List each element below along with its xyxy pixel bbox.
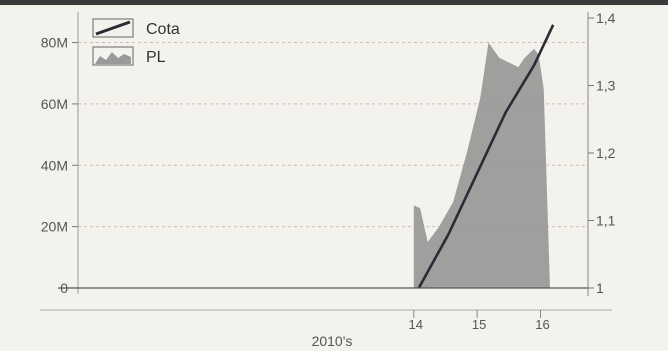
series-cota-line-group (417, 24, 555, 289)
x-tick-label-16: 16 (535, 317, 549, 332)
y-left-tick-label: 60M (41, 96, 68, 112)
y-left-tick-label: 40M (41, 157, 68, 173)
y-right-tick-label: 1,1 (596, 213, 616, 229)
x-tick-label-14: 14 (409, 317, 423, 332)
x-tick-label-15: 15 (472, 317, 486, 332)
x-group-label: 2010's (312, 333, 353, 349)
legend-swatch-pl-area (95, 52, 131, 64)
legend-label-cota: Cota (146, 21, 180, 38)
y-right-tick-label: 1,4 (596, 10, 616, 26)
series-cota-line (417, 24, 555, 289)
legend-swatch-cota-line (95, 20, 131, 36)
y-right-tick-label: 1,2 (596, 145, 616, 161)
gridlines (78, 42, 588, 228)
y-right-tick-label: 1,3 (596, 78, 616, 94)
y-right-tick-label: 1 (596, 280, 604, 296)
top-border (0, 0, 668, 5)
legend-label-pl: PL (146, 49, 166, 66)
legend: Cota PL (92, 18, 180, 66)
y-left-tick-label: 80M (41, 35, 68, 51)
y-left-tick-label: 20M (41, 219, 68, 235)
